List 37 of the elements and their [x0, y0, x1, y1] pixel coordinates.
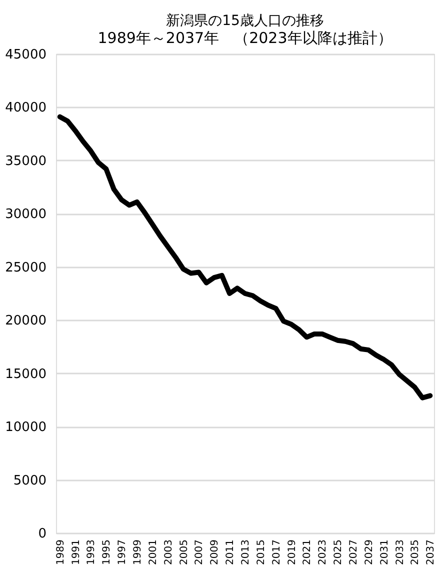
chart-subtitle: 1989年～2037年 （2023年以降は推計）	[98, 29, 392, 47]
y-tick-label: 30000	[5, 207, 46, 222]
x-tick-label: 1989	[55, 540, 66, 565]
y-tick-label: 10000	[5, 420, 46, 436]
x-tick-label: 1995	[102, 540, 113, 565]
x-tick-label: 2021	[302, 540, 314, 565]
x-tick-label: 2015	[256, 540, 267, 565]
y-tick-label: 20000	[5, 314, 46, 329]
x-tick-label: 2005	[178, 540, 190, 565]
x-tick-label: 2035	[410, 540, 422, 565]
x-tick-label: 1991	[70, 540, 82, 565]
x-tick-label: 2031	[379, 540, 390, 565]
x-tick-label: 2007	[194, 540, 206, 565]
x-tick-label: 2029	[364, 540, 375, 565]
y-tick-label: 25000	[5, 260, 46, 276]
y-tick-label: 0	[38, 526, 46, 542]
x-tick-label: 2013	[240, 540, 252, 565]
x-tick-label: 2011	[225, 540, 236, 565]
y-tick-label: 40000	[5, 100, 46, 116]
x-tick-label: 1993	[86, 540, 98, 565]
x-tick-label: 2027	[348, 540, 360, 565]
x-tick-label: 1999	[132, 540, 144, 565]
x-tick-label: 2037	[426, 540, 437, 565]
x-tick-label: 2003	[163, 540, 174, 565]
y-tick-label: 45000	[5, 48, 46, 62]
x-tick-label: 1997	[117, 540, 128, 565]
x-tick-label: 2001	[148, 540, 159, 565]
x-tick-label: 2009	[210, 540, 221, 565]
x-tick-label: 2033	[394, 540, 406, 565]
y-tick-label: 15000	[5, 366, 46, 382]
x-tick-label: 2025	[333, 540, 344, 565]
x-tick-label: 2017	[271, 540, 282, 565]
x-tick-label: 2019	[286, 540, 298, 565]
y-tick-label: 35000	[5, 154, 46, 169]
x-tick-label: 2023	[318, 540, 329, 565]
chart-title: 新潟県の15歳人口の推移	[166, 13, 324, 29]
y-tick-label: 5000	[13, 473, 46, 488]
